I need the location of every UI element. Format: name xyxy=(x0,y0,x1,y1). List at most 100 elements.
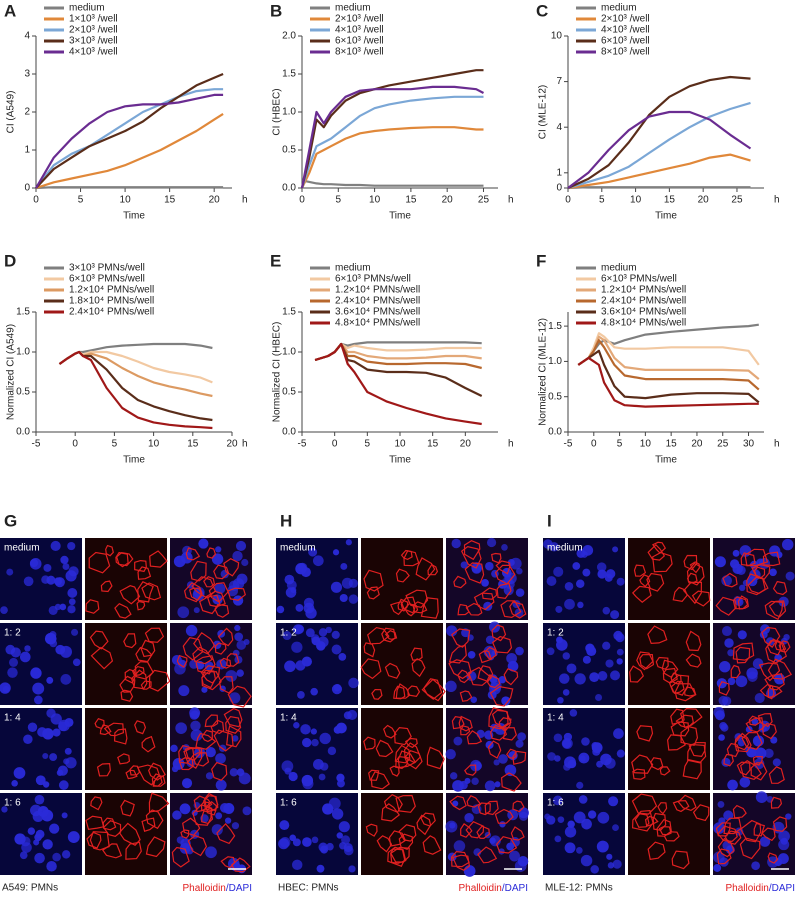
y-tick-label: 0 xyxy=(556,183,562,194)
micrograph xyxy=(446,537,528,620)
micrograph xyxy=(361,793,443,875)
series-line xyxy=(301,179,484,187)
caption: HBEC: PMNs xyxy=(278,883,339,894)
y-tick-label: 1.0 xyxy=(282,347,296,358)
x-tick-label: 0 xyxy=(72,439,78,450)
x-tick-label: 20 xyxy=(226,439,238,450)
x-tick-label: 10 xyxy=(369,195,381,206)
y-tick-label: 0.5 xyxy=(548,391,562,402)
y-tick-label: 0.0 xyxy=(548,427,562,438)
x-axis-label: Time xyxy=(123,455,145,466)
micrograph xyxy=(543,793,625,875)
stain-legend: Phalloidin/DAPI xyxy=(183,883,253,894)
legend-label: medium xyxy=(601,263,637,274)
x-tick-label: 15 xyxy=(664,195,676,206)
x-tick-label: 15 xyxy=(427,439,439,450)
x-tick-label: 5 xyxy=(78,195,84,206)
tile xyxy=(543,708,625,790)
axes xyxy=(567,312,764,433)
micrograph xyxy=(543,708,625,790)
x-tick-label: 0 xyxy=(33,195,39,206)
legend-label: 6×10³ PMNs/well xyxy=(601,274,677,285)
legend-label: 1.2×10⁴ PMNs/well xyxy=(601,285,686,296)
legend-label: 3×10³ /well xyxy=(69,36,118,47)
row-label: 1: 4 xyxy=(547,713,564,724)
x-tick-label: 20 xyxy=(209,195,221,206)
y-tick-label: 1.5 xyxy=(282,307,296,318)
legend-label: 2×10³ /well xyxy=(335,14,384,25)
row-label: 1: 2 xyxy=(4,628,21,639)
panel-letter: I xyxy=(547,511,552,530)
x-unit: h xyxy=(774,195,780,206)
legend-label: 6×10³ /well xyxy=(601,36,650,47)
panel-letter: D xyxy=(4,251,16,270)
x-tick-label: 20 xyxy=(698,195,710,206)
axes xyxy=(35,36,232,189)
row-label: 1: 4 xyxy=(280,713,297,724)
micrograph xyxy=(170,707,252,791)
x-tick-label: 15 xyxy=(666,439,678,450)
y-tick-label: 1.5 xyxy=(548,321,562,332)
stain-legend: Phalloidin/DAPI xyxy=(459,883,529,894)
x-tick-label: 5 xyxy=(599,195,605,206)
y-tick-label: 4 xyxy=(556,122,562,133)
y-tick-label: 0.0 xyxy=(282,427,296,438)
x-tick-label: 25 xyxy=(717,439,729,450)
x-tick-label: 10 xyxy=(120,195,132,206)
stain-red: Phalloidin xyxy=(726,883,769,894)
x-tick-label: 25 xyxy=(478,195,490,206)
x-tick-label: -5 xyxy=(564,439,573,450)
series-line xyxy=(577,332,760,366)
micrograph xyxy=(445,707,528,792)
micrograph xyxy=(0,708,82,790)
row-label: 1: 4 xyxy=(4,713,21,724)
series-line xyxy=(577,339,760,391)
y-axis-label: Normalized CI (MLE-12) xyxy=(538,318,549,426)
micrograph xyxy=(276,708,358,790)
y-axis-label: Normalized CI (HBEC) xyxy=(272,322,283,423)
x-unit: h xyxy=(508,439,514,450)
legend-label: 4.8×10⁴ PMNs/well xyxy=(335,318,420,329)
tile xyxy=(361,623,443,705)
panel-letter: E xyxy=(270,251,281,270)
micrograph xyxy=(360,623,446,705)
stain-red: Phalloidin xyxy=(459,883,502,894)
x-axis-label: Time xyxy=(123,211,145,222)
micrograph xyxy=(85,792,170,875)
micrograph xyxy=(628,623,710,705)
legend-label: 2×10³ /well xyxy=(69,25,118,36)
micrograph xyxy=(628,793,710,875)
series-line xyxy=(300,95,484,189)
x-unit: h xyxy=(508,195,514,206)
row-label: medium xyxy=(547,543,583,554)
micrograph xyxy=(713,538,795,621)
series-line xyxy=(58,350,213,398)
series-line xyxy=(577,323,759,366)
y-tick-label: 2 xyxy=(24,107,30,118)
panel-letter: F xyxy=(536,251,546,270)
series-line xyxy=(35,93,224,189)
x-tick-label: 0 xyxy=(565,195,571,206)
micrograph xyxy=(628,707,710,790)
x-tick-label: 0 xyxy=(299,195,305,206)
legend-label: 2.4×10⁴ PMNs/well xyxy=(335,296,420,307)
y-tick-label: 1.5 xyxy=(16,307,30,318)
x-unit: h xyxy=(242,195,248,206)
x-tick-label: 5 xyxy=(336,195,342,206)
y-axis-label: CI (A549) xyxy=(6,91,17,134)
y-tick-label: 1 xyxy=(556,167,562,178)
micrograph xyxy=(0,538,82,620)
panel-letter: H xyxy=(280,511,292,530)
micrograph xyxy=(85,538,168,620)
micrograph xyxy=(543,538,625,620)
tile xyxy=(628,623,710,705)
caption: A549: PMNs xyxy=(2,883,58,894)
series-line xyxy=(577,335,760,380)
tile xyxy=(85,538,167,620)
legend-label: medium xyxy=(69,3,105,14)
stain-blue: /DAPI xyxy=(226,883,252,894)
series-line xyxy=(314,342,483,397)
legend-label: 1.2×10⁴ PMNs/well xyxy=(69,285,154,296)
series-line xyxy=(567,101,751,190)
micrograph xyxy=(361,538,443,620)
